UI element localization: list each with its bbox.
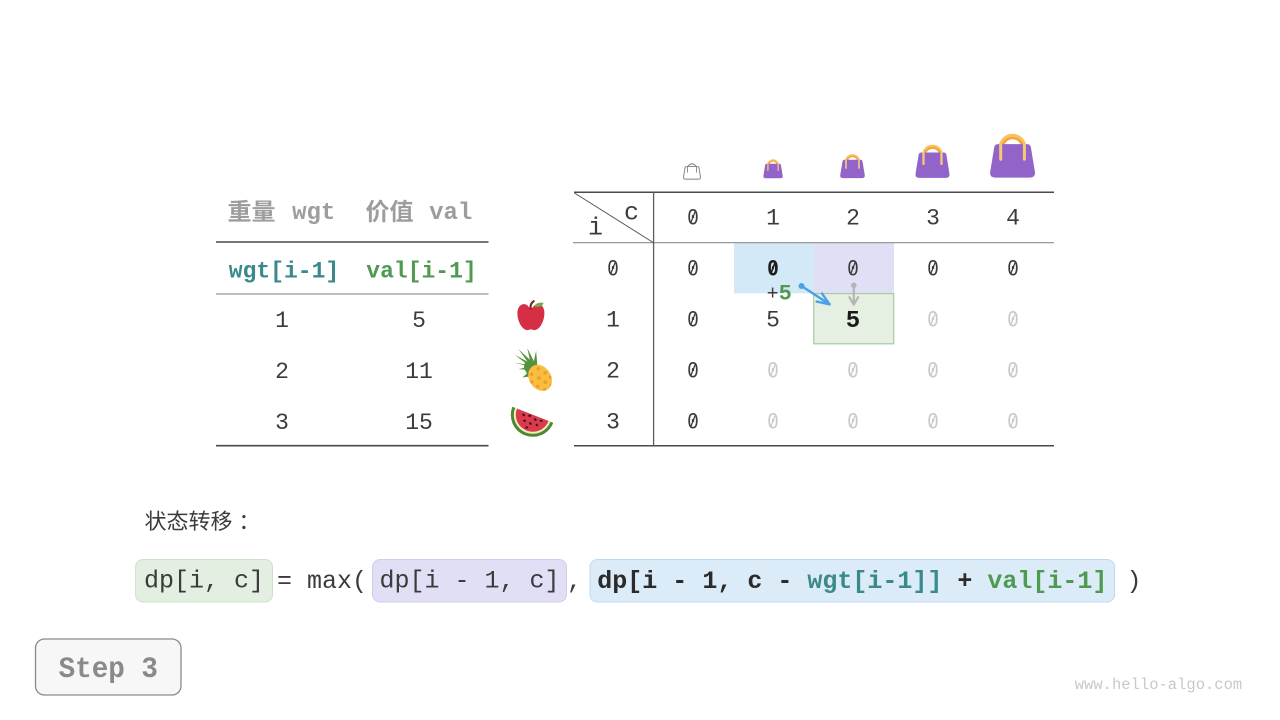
svg-text:0: 0 xyxy=(927,308,939,334)
svg-text:wgt: wgt xyxy=(292,200,335,227)
svg-text:1: 1 xyxy=(766,206,780,232)
svg-text:val[i-1]: val[i-1] xyxy=(366,259,476,285)
svg-text:3: 3 xyxy=(275,410,289,436)
svg-text:0: 0 xyxy=(687,257,699,283)
svg-text:2: 2 xyxy=(275,359,289,385)
svg-text:Step 3: Step 3 xyxy=(59,652,158,686)
svg-text:0: 0 xyxy=(687,206,699,232)
svg-text:3: 3 xyxy=(926,206,940,232)
svg-text:c: c xyxy=(624,199,639,228)
svg-text:0: 0 xyxy=(927,410,939,436)
svg-text:0: 0 xyxy=(687,308,699,334)
svg-text:4: 4 xyxy=(1006,206,1020,232)
svg-text:= max(: = max( xyxy=(277,567,367,596)
svg-text:dp[i - 1, c - wgt[i-1]] + val[: dp[i - 1, c - wgt[i-1]] + val[i-1] xyxy=(597,567,1107,596)
svg-text:0: 0 xyxy=(767,410,779,436)
svg-text:2: 2 xyxy=(846,206,860,232)
svg-text:0: 0 xyxy=(1007,359,1019,385)
svg-text:0: 0 xyxy=(1007,308,1019,334)
svg-text:0: 0 xyxy=(847,257,859,283)
svg-text:5: 5 xyxy=(846,308,860,335)
svg-text:wgt[i-1]: wgt[i-1] xyxy=(229,259,339,285)
svg-text:0: 0 xyxy=(687,359,699,385)
svg-text:2: 2 xyxy=(606,359,620,385)
svg-text:0: 0 xyxy=(767,359,779,385)
svg-text:): ) xyxy=(1127,567,1142,596)
svg-text:1: 1 xyxy=(606,308,620,334)
svg-text:dp[i, c]: dp[i, c] xyxy=(144,567,264,596)
svg-text:0: 0 xyxy=(607,257,619,283)
svg-text:,: , xyxy=(567,567,582,596)
svg-text:5: 5 xyxy=(766,308,780,334)
svg-text:3: 3 xyxy=(606,410,620,436)
svg-text:0: 0 xyxy=(1007,410,1019,436)
svg-text:0: 0 xyxy=(847,410,859,436)
svg-text:0: 0 xyxy=(847,359,859,385)
svg-text:+5: +5 xyxy=(767,282,792,307)
svg-text:dp[i - 1, c]: dp[i - 1, c] xyxy=(379,567,559,596)
svg-text:11: 11 xyxy=(405,359,433,385)
svg-text:i: i xyxy=(588,213,603,242)
svg-text:0: 0 xyxy=(927,257,939,283)
svg-text:1: 1 xyxy=(275,308,289,334)
svg-text:0: 0 xyxy=(687,410,699,436)
svg-text:val: val xyxy=(429,200,472,227)
svg-text:15: 15 xyxy=(405,410,433,436)
svg-text:0: 0 xyxy=(927,359,939,385)
svg-text:www.hello-algo.com: www.hello-algo.com xyxy=(1075,676,1242,694)
svg-text:0: 0 xyxy=(1007,257,1019,283)
svg-text:5: 5 xyxy=(412,308,426,334)
